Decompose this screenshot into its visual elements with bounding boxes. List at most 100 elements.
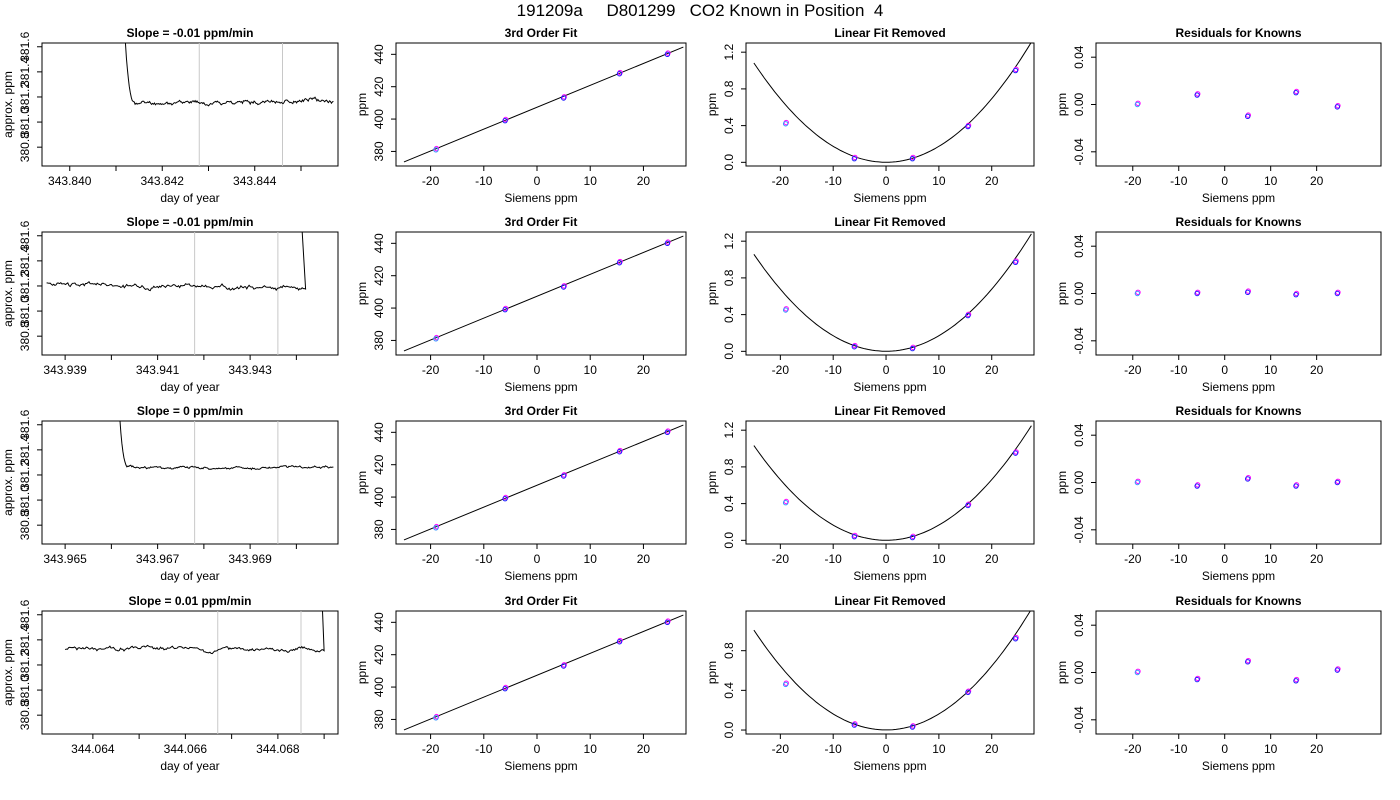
panel-title: Slope = 0.01 ppm/min (128, 594, 251, 608)
data-point (1293, 483, 1299, 489)
x-axis-label: Siemens ppm (504, 759, 577, 773)
x-axis-label: Siemens ppm (1202, 759, 1275, 773)
x-tick-label: 20 (637, 174, 651, 188)
plot-area (403, 614, 684, 731)
y-tick-label: 420 (372, 265, 386, 285)
x-tick-label: -10 (475, 174, 493, 188)
y-tick-label: 0.00 (1072, 660, 1086, 684)
plot-area (119, 421, 334, 544)
data-point (1293, 291, 1299, 298)
x-tick-label: -20 (422, 552, 440, 566)
panel-title: Linear Fit Removed (834, 215, 945, 229)
x-tick-label: 20 (1310, 552, 1324, 566)
plot-area (1134, 88, 1341, 120)
y-tick-label: 381.0 (18, 296, 32, 326)
panel-1-3: Slope = 0 ppm/min 343.965 343.967 343.969 38… (1, 404, 339, 583)
x-tick-label: 20 (637, 742, 651, 756)
y-tick-label: 0.04 (1072, 613, 1086, 637)
y-tick-label: 0.4 (722, 495, 736, 512)
data-point (1194, 676, 1200, 683)
x-axis-label: Siemens ppm (853, 569, 926, 583)
y-axis-label: ppm (705, 661, 719, 684)
panel-title: Linear Fit Removed (834, 594, 945, 608)
panel-3-4: Linear Fit Removed -20 -10 0 10 20 0.0 0.4 0.8 Si… (705, 594, 1035, 773)
figure-title: 191209a D801299 CO2 Known in Position 4 (516, 1, 884, 20)
y-axis-label: ppm (705, 282, 719, 305)
data-point (782, 307, 789, 313)
x-tick-label: 20 (985, 363, 999, 377)
x-tick-label: 0 (1221, 552, 1228, 566)
y-tick-label: 420 (372, 644, 386, 664)
panel-1-2: Slope = -0.01 ppm/min 343.939 343.941 343.9… (1, 215, 339, 394)
plot-area (124, 43, 334, 166)
x-tick-label: -20 (1124, 174, 1142, 188)
panel-4-3: Residuals for Knowns -20 -10 0 10 20 -0.04 0.00… (1055, 404, 1382, 583)
panel-title: Slope = -0.01 ppm/min (126, 26, 253, 40)
data-point (664, 240, 671, 247)
plot-frame (1095, 231, 1382, 356)
plot-area (403, 424, 684, 541)
y-tick-label: 0.4 (722, 682, 736, 699)
y-tick-label: -0.04 (1072, 516, 1086, 544)
plot-frame (1095, 420, 1382, 545)
x-tick-label: 20 (1310, 174, 1324, 188)
plot-frame (395, 231, 687, 356)
y-axis-label: approx. ppm (1, 449, 15, 516)
panel-title: Linear Fit Removed (834, 26, 945, 40)
x-tick-label: -10 (1170, 174, 1188, 188)
x-tick-label: 10 (932, 742, 946, 756)
y-tick-label: 381.6 (18, 31, 32, 61)
y-axis-label: ppm (1055, 661, 1069, 684)
plot-frame (395, 42, 687, 167)
plot-frame (745, 231, 1035, 356)
data-point (909, 534, 916, 541)
x-tick-label: 20 (1310, 742, 1324, 756)
data-point (965, 689, 971, 696)
y-tick-label: 381.2 (18, 460, 32, 490)
x-tick-label: -20 (772, 363, 790, 377)
x-tick-label: 20 (1310, 363, 1324, 377)
plot-frame (41, 231, 339, 356)
x-tick-label: -10 (475, 363, 493, 377)
panel-title: 3rd Order Fit (505, 594, 578, 608)
panel-title: Residuals for Knowns (1175, 26, 1301, 40)
y-tick-label: 381.2 (18, 650, 32, 680)
y-tick-label: 0.0 (722, 532, 736, 549)
panel-4-4: Residuals for Knowns -20 -10 0 10 20 -0.04 0.00… (1055, 594, 1382, 773)
data-point (1012, 67, 1019, 74)
x-tick-label: 343.939 (43, 363, 87, 377)
fit-curve (753, 43, 1032, 163)
y-tick-label: -0.04 (1072, 327, 1086, 355)
panel-3-3: Linear Fit Removed -20 -10 0 10 20 0.0 0.4 0.8 1.… (705, 404, 1035, 583)
y-tick-label: 380 (372, 141, 386, 161)
x-axis-label: Siemens ppm (504, 380, 577, 394)
x-tick-label: 0 (534, 363, 541, 377)
x-tick-label: -10 (1170, 363, 1188, 377)
plot-area (1134, 657, 1341, 684)
y-tick-label: 0.8 (722, 458, 736, 475)
y-axis-label: ppm (355, 661, 369, 684)
x-tick-label: 10 (584, 552, 598, 566)
y-tick-label: 0.4 (722, 306, 736, 323)
plot-frame (745, 42, 1035, 167)
x-tick-label: -10 (475, 742, 493, 756)
panel-title: 3rd Order Fit (505, 26, 578, 40)
data-point (965, 312, 971, 319)
y-tick-label: 0.4 (722, 117, 736, 134)
data-point (664, 429, 671, 436)
y-tick-label: 381.4 (18, 57, 32, 87)
y-tick-label: 0.00 (1072, 281, 1086, 305)
data-point (664, 51, 671, 58)
x-tick-label: -10 (1170, 742, 1188, 756)
panel-4-2: Residuals for Knowns -20 -10 0 10 20 -0.04 0.00… (1055, 215, 1382, 394)
y-tick-label: 380.8 (18, 700, 32, 730)
y-tick-label: 380.8 (18, 321, 32, 351)
y-tick-label: -0.04 (1072, 706, 1086, 734)
data-point (433, 336, 439, 342)
x-tick-label: -20 (772, 552, 790, 566)
data-point (1334, 290, 1341, 297)
data-point (965, 502, 971, 509)
data-point (1012, 636, 1019, 642)
data-point (1244, 476, 1251, 482)
x-tick-label: 343.941 (136, 363, 180, 377)
